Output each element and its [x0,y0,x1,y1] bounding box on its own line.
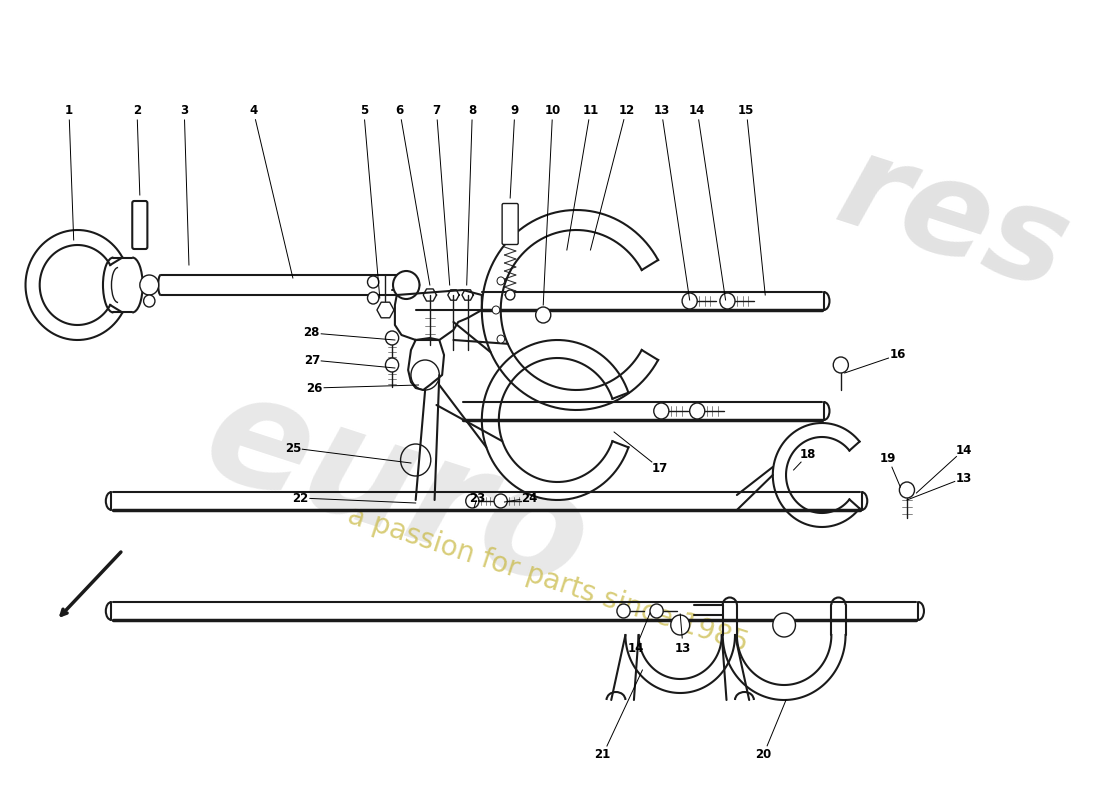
Text: euro: euro [187,358,606,622]
Text: 19: 19 [880,451,896,465]
Text: 22: 22 [293,491,309,505]
Text: 27: 27 [304,354,320,366]
Text: 7: 7 [432,103,440,117]
Circle shape [367,276,378,288]
Circle shape [367,292,378,304]
Text: 20: 20 [756,749,771,762]
Circle shape [494,494,507,508]
Text: 10: 10 [544,103,561,117]
Polygon shape [482,340,628,500]
Text: 9: 9 [510,103,519,117]
Text: 17: 17 [651,462,668,474]
Text: 3: 3 [180,103,188,117]
Text: 14: 14 [689,103,705,117]
Circle shape [653,403,669,419]
Polygon shape [482,210,658,410]
Circle shape [719,293,735,309]
Text: 21: 21 [595,749,610,762]
Circle shape [505,290,515,300]
Circle shape [690,403,705,419]
Circle shape [465,494,478,508]
Circle shape [140,275,158,295]
Polygon shape [723,635,846,700]
Text: a passion for parts since 1985: a passion for parts since 1985 [344,502,751,658]
Text: 28: 28 [304,326,320,339]
Circle shape [385,358,398,372]
Circle shape [617,604,630,618]
Text: 18: 18 [800,449,816,462]
Circle shape [536,307,551,323]
Text: 13: 13 [675,642,691,654]
Text: 11: 11 [582,103,598,117]
Circle shape [393,271,419,299]
Circle shape [497,277,505,285]
Circle shape [682,293,697,309]
Circle shape [385,331,398,345]
Polygon shape [773,423,859,527]
Text: 13: 13 [956,471,971,485]
Circle shape [834,357,848,373]
Circle shape [650,604,663,618]
Text: 12: 12 [618,103,635,117]
Text: 8: 8 [469,103,476,117]
Text: res: res [824,123,1085,317]
Polygon shape [408,340,444,390]
FancyBboxPatch shape [502,203,518,245]
Text: 4: 4 [249,103,257,117]
Polygon shape [395,290,482,340]
Text: 24: 24 [521,491,537,505]
Text: 14: 14 [956,443,971,457]
Circle shape [497,335,505,343]
Circle shape [144,295,155,307]
Circle shape [492,306,499,314]
Circle shape [671,615,690,635]
Circle shape [773,613,795,637]
Text: 13: 13 [653,103,670,117]
FancyBboxPatch shape [132,201,147,249]
Text: 5: 5 [360,103,367,117]
Text: 26: 26 [307,382,322,394]
Circle shape [900,482,914,498]
Text: 25: 25 [285,442,301,454]
Text: 6: 6 [396,103,404,117]
Text: 15: 15 [738,103,755,117]
Polygon shape [626,635,735,693]
Text: 23: 23 [469,491,485,505]
Text: 16: 16 [889,349,905,362]
Text: 14: 14 [628,642,643,654]
Text: 1: 1 [65,103,73,117]
Text: 2: 2 [133,103,141,117]
